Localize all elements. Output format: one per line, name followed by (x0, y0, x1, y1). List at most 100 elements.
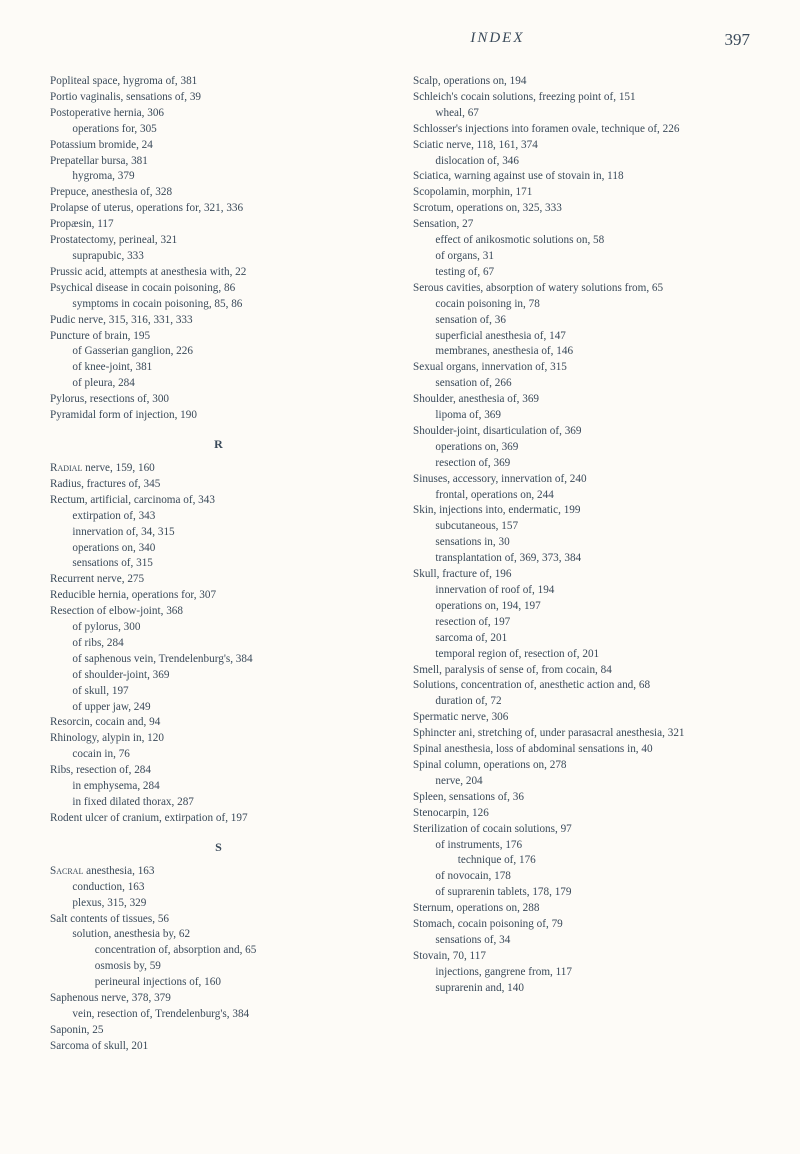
index-entry: sensation of, 266 (413, 376, 750, 392)
index-entry: sensation of, 36 (413, 313, 750, 329)
index-entry: of suprarenin tablets, 178, 179 (413, 885, 750, 901)
index-entry: effect of anikosmotic solutions on, 58 (413, 233, 750, 249)
index-entry: Saphenous nerve, 378, 379 (50, 991, 387, 1007)
index-entry: of Gasserian ganglion, 226 (50, 344, 387, 360)
index-entry: in fixed dilated thorax, 287 (50, 795, 387, 811)
right-column: Scalp, operations on, 194Schleich's coca… (413, 74, 750, 1055)
index-entry: nerve, 204 (413, 774, 750, 790)
index-entry: Spleen, sensations of, 36 (413, 790, 750, 806)
index-entry: osmosis by, 59 (50, 959, 387, 975)
index-entry: of upper jaw, 249 (50, 700, 387, 716)
index-entry: Shoulder-joint, disarticulation of, 369 (413, 424, 750, 440)
index-entry: Schleich's cocain solutions, freezing po… (413, 90, 750, 106)
index-entry: Ribs, resection of, 284 (50, 763, 387, 779)
index-entry: duration of, 72 (413, 694, 750, 710)
index-entry: resection of, 369 (413, 456, 750, 472)
index-entry: testing of, 67 (413, 265, 750, 281)
index-entry: Sacral anesthesia, 163 (50, 864, 387, 880)
index-entry: of skull, 197 (50, 684, 387, 700)
index-entry: of knee-joint, 381 (50, 360, 387, 376)
index-entry: Sphincter ani, stretching of, under para… (413, 726, 750, 742)
index-entry: temporal region of, resection of, 201 (413, 647, 750, 663)
index-entry: Salt contents of tissues, 56 (50, 912, 387, 928)
index-entry: sensations of, 315 (50, 556, 387, 572)
index-entry: hygroma, 379 (50, 169, 387, 185)
index-entry: of organs, 31 (413, 249, 750, 265)
index-entry: innervation of roof of, 194 (413, 583, 750, 599)
index-entry: Stomach, cocain poisoning of, 79 (413, 917, 750, 933)
index-entry: Sciatica, warning against use of stovain… (413, 169, 750, 185)
index-entry: Scopolamin, morphin, 171 (413, 185, 750, 201)
index-entry: suprarenin and, 140 (413, 981, 750, 997)
index-entry: Sexual organs, innervation of, 315 (413, 360, 750, 376)
index-entry: cocain in, 76 (50, 747, 387, 763)
index-entry: Rhinology, alypin in, 120 (50, 731, 387, 747)
index-entry: of pylorus, 300 (50, 620, 387, 636)
index-entry: Resection of elbow-joint, 368 (50, 604, 387, 620)
index-entry: of instruments, 176 (413, 838, 750, 854)
section-heading-s: S (50, 839, 387, 856)
index-entry: wheal, 67 (413, 106, 750, 122)
index-entry: Prepuce, anesthesia of, 328 (50, 185, 387, 201)
index-entry: of shoulder-joint, 369 (50, 668, 387, 684)
index-entry: Spermatic nerve, 306 (413, 710, 750, 726)
index-entry: cocain poisoning in, 78 (413, 297, 750, 313)
index-entry: sensations of, 34 (413, 933, 750, 949)
index-entry: Stenocarpin, 126 (413, 806, 750, 822)
index-entry: frontal, operations on, 244 (413, 488, 750, 504)
index-entry: Scrotum, operations on, 325, 333 (413, 201, 750, 217)
index-entry: Potassium bromide, 24 (50, 138, 387, 154)
index-entry: Puncture of brain, 195 (50, 329, 387, 345)
index-entry: Psychical disease in cocain poisoning, 8… (50, 281, 387, 297)
index-entry: Saponin, 25 (50, 1023, 387, 1039)
index-entry: extirpation of, 343 (50, 509, 387, 525)
index-entry: injections, gangrene from, 117 (413, 965, 750, 981)
index-entry: sensations in, 30 (413, 535, 750, 551)
index-entry: transplantation of, 369, 373, 384 (413, 551, 750, 567)
index-entry: plexus, 315, 329 (50, 896, 387, 912)
index-entry: Prostatectomy, perineal, 321 (50, 233, 387, 249)
index-entry: operations on, 369 (413, 440, 750, 456)
index-entry: Scalp, operations on, 194 (413, 74, 750, 90)
index-entry: technique of, 176 (413, 853, 750, 869)
index-entry: Sarcoma of skull, 201 (50, 1039, 387, 1055)
index-entry: innervation of, 34, 315 (50, 525, 387, 541)
index-entry: Sensation, 27 (413, 217, 750, 233)
index-entry: Serous cavities, absorption of watery so… (413, 281, 750, 297)
index-entry: Prussic acid, attempts at anesthesia wit… (50, 265, 387, 281)
index-entry: Skull, fracture of, 196 (413, 567, 750, 583)
index-entry: membranes, anesthesia of, 146 (413, 344, 750, 360)
index-entry: Reducible hernia, operations for, 307 (50, 588, 387, 604)
index-entry: Rodent ulcer of cranium, extirpation of,… (50, 811, 387, 827)
header-title: INDEX (470, 30, 524, 50)
index-entry: dislocation of, 346 (413, 154, 750, 170)
index-entry: Popliteal space, hygroma of, 381 (50, 74, 387, 90)
index-entry: Stovain, 70, 117 (413, 949, 750, 965)
index-entry: Pudic nerve, 315, 316, 331, 333 (50, 313, 387, 329)
index-entry: operations for, 305 (50, 122, 387, 138)
index-entry: Propæsin, 117 (50, 217, 387, 233)
page-header: INDEX 397 (50, 30, 750, 50)
page: INDEX 397 Popliteal space, hygroma of, 3… (0, 0, 800, 1095)
index-entry: Sinuses, accessory, innervation of, 240 (413, 472, 750, 488)
index-entry: perineural injections of, 160 (50, 975, 387, 991)
index-entry: Pyramidal form of injection, 190 (50, 408, 387, 424)
index-entry: superficial anesthesia of, 147 (413, 329, 750, 345)
index-entry: Portio vaginalis, sensations of, 39 (50, 90, 387, 106)
index-entry: Sterilization of cocain solutions, 97 (413, 822, 750, 838)
columns: Popliteal space, hygroma of, 381Portio v… (50, 74, 750, 1055)
index-entry: Radius, fractures of, 345 (50, 477, 387, 493)
index-entry: Pylorus, resections of, 300 (50, 392, 387, 408)
index-entry: Spinal anesthesia, loss of abdominal sen… (413, 742, 750, 758)
index-entry: Sciatic nerve, 118, 161, 374 (413, 138, 750, 154)
index-entry: Shoulder, anesthesia of, 369 (413, 392, 750, 408)
left-column: Popliteal space, hygroma of, 381Portio v… (50, 74, 387, 1055)
index-entry: Sternum, operations on, 288 (413, 901, 750, 917)
index-entry: conduction, 163 (50, 880, 387, 896)
index-entry: in emphysema, 284 (50, 779, 387, 795)
page-number: 397 (725, 30, 751, 50)
index-entry: Schlosser's injections into foramen oval… (413, 122, 750, 138)
index-entry: sarcoma of, 201 (413, 631, 750, 647)
index-entry: subcutaneous, 157 (413, 519, 750, 535)
index-entry: Skin, injections into, endermatic, 199 (413, 503, 750, 519)
